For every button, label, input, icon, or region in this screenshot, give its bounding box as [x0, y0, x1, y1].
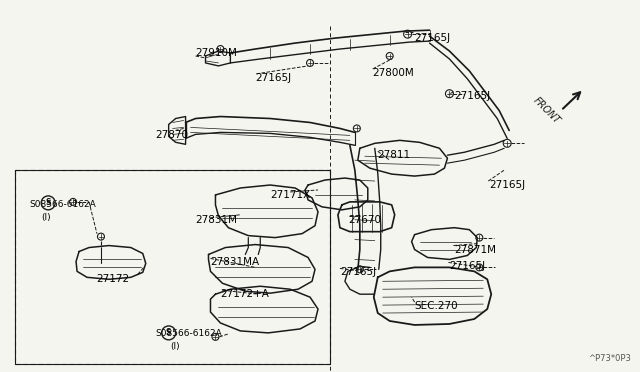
- Text: 27165J: 27165J: [340, 267, 376, 278]
- Text: 27165J: 27165J: [454, 91, 490, 101]
- Text: 27171X: 27171X: [270, 190, 310, 200]
- Text: 27831MA: 27831MA: [211, 257, 260, 267]
- Text: S08566-6162A: S08566-6162A: [156, 329, 223, 338]
- Text: 27871M: 27871M: [454, 244, 497, 254]
- Text: ^P73*0P3: ^P73*0P3: [588, 354, 630, 363]
- Text: 27800M: 27800M: [372, 68, 413, 78]
- Text: 27670: 27670: [348, 215, 381, 225]
- Text: S: S: [45, 198, 51, 207]
- Text: SEC.270: SEC.270: [415, 301, 458, 311]
- Text: 27165J: 27165J: [255, 73, 291, 83]
- Text: FRONT: FRONT: [532, 95, 563, 126]
- Text: 27172+A: 27172+A: [220, 289, 269, 299]
- Text: (I): (I): [41, 213, 51, 222]
- Text: 27870: 27870: [156, 131, 189, 140]
- Text: 27910M: 27910M: [196, 48, 237, 58]
- Text: 27165J: 27165J: [415, 33, 451, 43]
- Text: 27165J: 27165J: [489, 180, 525, 190]
- Text: 27831M: 27831M: [196, 215, 237, 225]
- Text: S08566-6162A: S08566-6162A: [29, 200, 96, 209]
- Text: (I): (I): [171, 342, 180, 351]
- Text: 27172: 27172: [96, 274, 129, 284]
- Text: S: S: [166, 328, 172, 337]
- Text: 27165J: 27165J: [449, 262, 486, 272]
- Text: 27811: 27811: [378, 150, 411, 160]
